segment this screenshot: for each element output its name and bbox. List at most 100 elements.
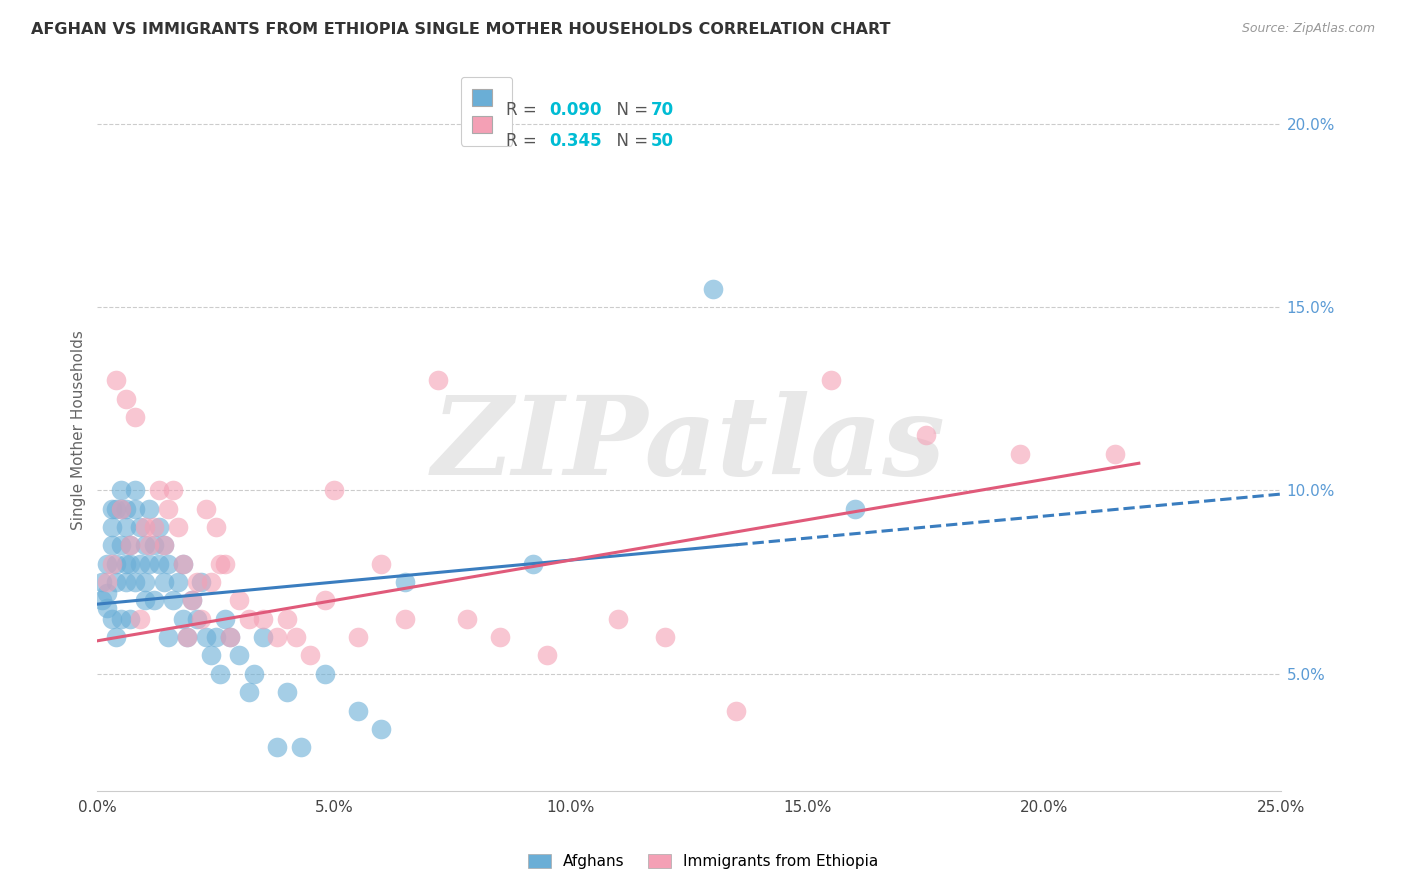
Point — [152, 538, 174, 552]
Point — [200, 648, 222, 663]
Point — [157, 501, 180, 516]
Point — [124, 483, 146, 498]
Text: R =: R = — [506, 101, 541, 119]
Point — [488, 630, 510, 644]
Point — [134, 520, 156, 534]
Point — [394, 612, 416, 626]
Point — [186, 612, 208, 626]
Point — [162, 483, 184, 498]
Point — [143, 520, 166, 534]
Point — [134, 538, 156, 552]
Point — [654, 630, 676, 644]
Point — [323, 483, 346, 498]
Point — [172, 612, 194, 626]
Point — [120, 538, 142, 552]
Point — [176, 630, 198, 644]
Point — [914, 428, 936, 442]
Point — [844, 501, 866, 516]
Point — [1104, 447, 1126, 461]
Point — [204, 520, 226, 534]
Point — [266, 630, 288, 644]
Text: N =: N = — [606, 132, 654, 150]
Point — [209, 557, 232, 571]
Point — [242, 666, 264, 681]
Point — [129, 520, 152, 534]
Point — [157, 630, 180, 644]
Point — [219, 630, 242, 644]
Legend: Afghans, Immigrants from Ethiopia: Afghans, Immigrants from Ethiopia — [522, 848, 884, 875]
Point — [1010, 447, 1032, 461]
Point — [162, 593, 184, 607]
Point — [105, 501, 128, 516]
Point — [252, 630, 274, 644]
Point — [166, 575, 188, 590]
Point — [100, 557, 122, 571]
Point — [238, 685, 260, 699]
Point — [346, 704, 368, 718]
Point — [91, 575, 114, 590]
Point — [129, 612, 152, 626]
Point — [91, 593, 114, 607]
Point — [96, 600, 118, 615]
Point — [314, 593, 336, 607]
Point — [100, 520, 122, 534]
Point — [110, 483, 132, 498]
Point — [120, 538, 142, 552]
Point — [522, 557, 544, 571]
Text: 50: 50 — [651, 132, 675, 150]
Point — [152, 575, 174, 590]
Point — [238, 612, 260, 626]
Point — [120, 557, 142, 571]
Point — [152, 538, 174, 552]
Point — [190, 575, 212, 590]
Point — [214, 612, 236, 626]
Point — [214, 557, 236, 571]
Point — [186, 575, 208, 590]
Point — [181, 593, 204, 607]
Text: R =: R = — [506, 132, 541, 150]
Point — [114, 557, 136, 571]
Point — [166, 520, 188, 534]
Point — [427, 373, 450, 387]
Point — [157, 557, 180, 571]
Point — [219, 630, 242, 644]
Point — [456, 612, 478, 626]
Text: AFGHAN VS IMMIGRANTS FROM ETHIOPIA SINGLE MOTHER HOUSEHOLDS CORRELATION CHART: AFGHAN VS IMMIGRANTS FROM ETHIOPIA SINGL… — [31, 22, 890, 37]
Point — [134, 593, 156, 607]
Point — [134, 575, 156, 590]
Point — [124, 501, 146, 516]
Point — [100, 612, 122, 626]
Point — [228, 593, 250, 607]
Point — [124, 575, 146, 590]
Point — [110, 501, 132, 516]
Point — [148, 483, 170, 498]
Point — [200, 575, 222, 590]
Point — [105, 630, 128, 644]
Point — [105, 373, 128, 387]
Point — [148, 520, 170, 534]
Y-axis label: Single Mother Households: Single Mother Households — [72, 330, 86, 530]
Point — [114, 392, 136, 406]
Point — [195, 501, 218, 516]
Point — [394, 575, 416, 590]
Legend: , : , — [461, 77, 512, 145]
Point — [209, 666, 232, 681]
Point — [285, 630, 308, 644]
Point — [172, 557, 194, 571]
Point — [100, 501, 122, 516]
Point — [138, 501, 160, 516]
Text: 0.345: 0.345 — [550, 132, 602, 150]
Point — [276, 685, 298, 699]
Text: 0.090: 0.090 — [550, 101, 602, 119]
Point — [228, 648, 250, 663]
Point — [124, 410, 146, 425]
Point — [138, 557, 160, 571]
Point — [114, 501, 136, 516]
Point — [138, 538, 160, 552]
Point — [114, 575, 136, 590]
Point — [820, 373, 842, 387]
Point — [110, 612, 132, 626]
Point — [607, 612, 630, 626]
Point — [120, 612, 142, 626]
Point — [370, 557, 392, 571]
